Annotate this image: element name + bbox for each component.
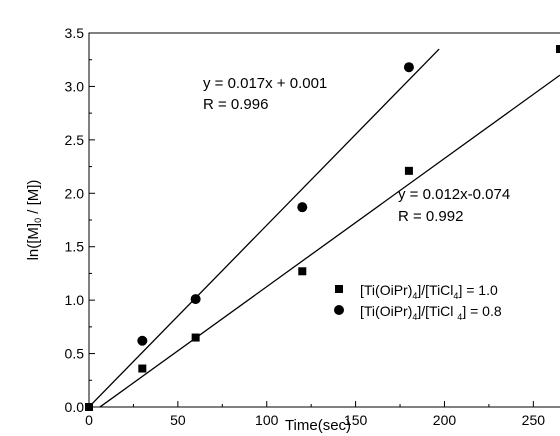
square-series-fit-line xyxy=(99,74,560,407)
circle-fit-equation: y = 0.017x + 0.001 xyxy=(203,75,327,92)
y-axis-title-part-2: / [M]) xyxy=(25,180,42,218)
square-data-point xyxy=(85,403,93,411)
legend-square-label-part-1: [Ti(OiPr) xyxy=(360,282,412,298)
legend-square-label: [Ti(OiPr)4]/[TiCl4] = 1.0 xyxy=(360,282,498,301)
legend-square-label-sub-1: 4 xyxy=(412,291,417,301)
legend-square-label-sub-2: 4 xyxy=(453,291,458,301)
legend-circle-label-part-3: ] = 0.8 xyxy=(462,303,502,319)
legend-circle-label-sub-1: 4 xyxy=(412,312,417,322)
legend-circle-label-part-2: ]/[TiCl xyxy=(417,303,457,319)
circle-fit-r-value: R = 0.996 xyxy=(203,96,268,113)
legend-circle-label-sub-2: 4 xyxy=(457,312,462,322)
legend-square-label-part-2: ]/[TiCl xyxy=(417,282,453,298)
x-axis-ticks: 0 50 100 150 200 250 xyxy=(85,401,545,428)
y-axis-title: ln([M]0 / [M]) xyxy=(25,180,43,261)
legend-square-label-part-3: ] = 1.0 xyxy=(458,282,498,298)
x-tick-label: 150 xyxy=(344,412,368,428)
square-data-point xyxy=(298,267,307,276)
circle-series-fit-line xyxy=(89,48,440,407)
y-tick-label: 3.0 xyxy=(65,78,85,94)
data-markers xyxy=(85,45,560,411)
legend: [Ti(OiPr)4]/[TiCl4] = 1.0 [Ti(OiPr)4]/[T… xyxy=(334,282,502,322)
square-data-point xyxy=(191,333,200,342)
y-tick-label: 2.5 xyxy=(65,132,85,148)
x-axis-title: Time(sec) xyxy=(285,417,351,434)
square-fit-r-value: R = 0.992 xyxy=(398,208,463,225)
fit-annotations: y = 0.017x + 0.001 R = 0.996 y = 0.012x-… xyxy=(203,75,510,225)
legend-circle-marker xyxy=(334,305,344,315)
circle-data-point xyxy=(190,294,201,305)
y-axis-title-subscript: 0 xyxy=(33,218,43,223)
circle-data-point xyxy=(137,335,148,346)
square-data-point xyxy=(138,364,147,373)
legend-square-marker xyxy=(335,285,343,293)
square-data-point xyxy=(404,166,413,175)
x-tick-label: 250 xyxy=(522,412,546,428)
square-data-point xyxy=(556,45,560,54)
x-tick-label: 0 xyxy=(85,412,93,428)
y-tick-label: 1.5 xyxy=(65,239,85,255)
legend-circle-label-part-1: [Ti(OiPr) xyxy=(360,303,412,319)
y-tick-label: 0.5 xyxy=(65,346,85,362)
legend-circle-label: [Ti(OiPr)4]/[TiCl 4] = 0.8 xyxy=(360,303,502,322)
y-tick-label: 1.0 xyxy=(65,292,85,308)
circle-data-point xyxy=(297,202,308,213)
y-axis-title-part-1: ln([M] xyxy=(25,223,42,261)
x-tick-label: 200 xyxy=(433,412,457,428)
y-tick-label: 0.0 xyxy=(65,399,85,415)
y-tick-label: 2.0 xyxy=(65,185,85,201)
y-tick-label: 3.5 xyxy=(65,25,85,41)
x-tick-label: 50 xyxy=(170,412,186,428)
circle-data-point xyxy=(403,62,414,73)
fit-lines xyxy=(89,48,560,407)
square-fit-equation: y = 0.012x-0.074 xyxy=(398,186,510,203)
x-tick-label: 100 xyxy=(255,412,279,428)
y-axis-ticks: 0.0 0.5 1.0 1.5 2.0 2.5 3.0 3.5 xyxy=(65,25,95,415)
